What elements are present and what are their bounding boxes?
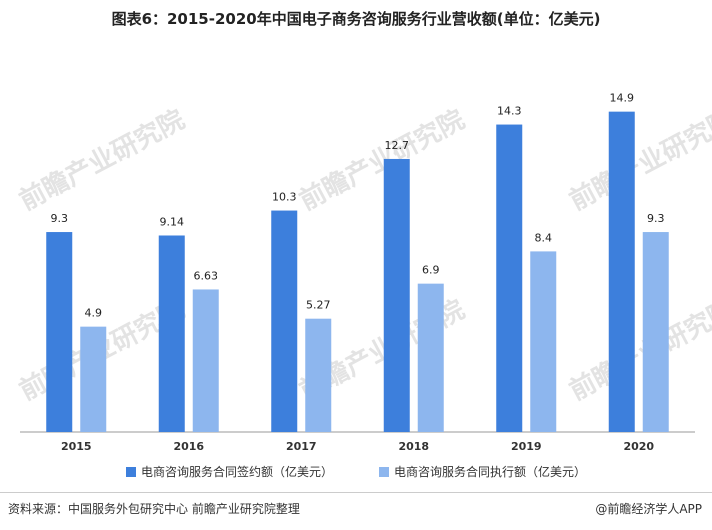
bar-series1-2018 (383, 158, 410, 432)
legend-label-series2: 电商咨询服务合同执行额（亿美元） (394, 465, 587, 479)
data-label-series1-2017: 10.3 (272, 191, 297, 204)
chart-title: 图表6：2015-2020年中国电子商务咨询服务行业营收额(单位：亿美元) (111, 10, 601, 28)
data-label-series2-2020: 9.3 (647, 212, 665, 225)
source-note: 资料来源：中国服务外包研究中心 前瞻产业研究院整理 (8, 502, 300, 516)
legend-item-series1: 电商咨询服务合同签约额（亿美元） (125, 463, 333, 480)
data-label-series2-2016: 6.63 (194, 269, 219, 282)
data-label-series1-2015: 9.3 (51, 212, 69, 225)
data-label-series1-2018: 12.7 (385, 139, 410, 152)
bar-series2-2017 (305, 318, 332, 432)
data-label-series2-2018: 6.9 (422, 264, 440, 277)
bar-series1-2017 (271, 210, 298, 432)
x-tick-label-2016: 2016 (173, 440, 204, 453)
data-label-series1-2020: 14.9 (610, 92, 635, 105)
data-label-series1-2016: 9.14 (160, 215, 185, 228)
legend-swatch-series1 (125, 466, 136, 477)
data-label-series2-2015: 4.9 (85, 307, 103, 320)
bar-series2-2018 (417, 283, 444, 432)
legend: 电商咨询服务合同签约额（亿美元） 电商咨询服务合同执行额（亿美元） (0, 463, 712, 480)
x-tick-label-2015: 2015 (61, 440, 92, 453)
bar-series1-2020 (608, 111, 635, 433)
bar-series1-2016 (158, 235, 185, 432)
bar-series2-2015 (80, 326, 107, 432)
data-label-series1-2019: 14.3 (497, 105, 522, 118)
x-tick-label-2020: 2020 (623, 440, 654, 453)
legend-item-series2: 电商咨询服务合同执行额（亿美元） (379, 463, 586, 480)
x-tick-label-2019: 2019 (511, 440, 542, 453)
bar-series2-2020 (642, 232, 669, 432)
bar-series1-2015 (46, 232, 73, 432)
x-tick-label-2017: 2017 (286, 440, 317, 453)
bar-series2-2019 (530, 251, 557, 432)
legend-label-series1: 电商咨询服务合同签约额（亿美元） (140, 465, 333, 479)
legend-swatch-series2 (379, 466, 389, 477)
data-label-series2-2017: 5.27 (306, 299, 331, 312)
data-label-series2-2019: 8.4 (535, 231, 553, 244)
footer-divider (0, 492, 712, 493)
x-tick-label-2018: 2018 (398, 440, 429, 453)
bar-series2-2016 (192, 289, 219, 432)
bar-series1-2019 (496, 124, 523, 433)
brand-label: @前瞻经济学人APP (595, 502, 702, 516)
bar-chart: 9.3 4.9 2015 9.14 6.63 2016 10.3 5.27 2017 12.7 6.… (20, 92, 695, 453)
